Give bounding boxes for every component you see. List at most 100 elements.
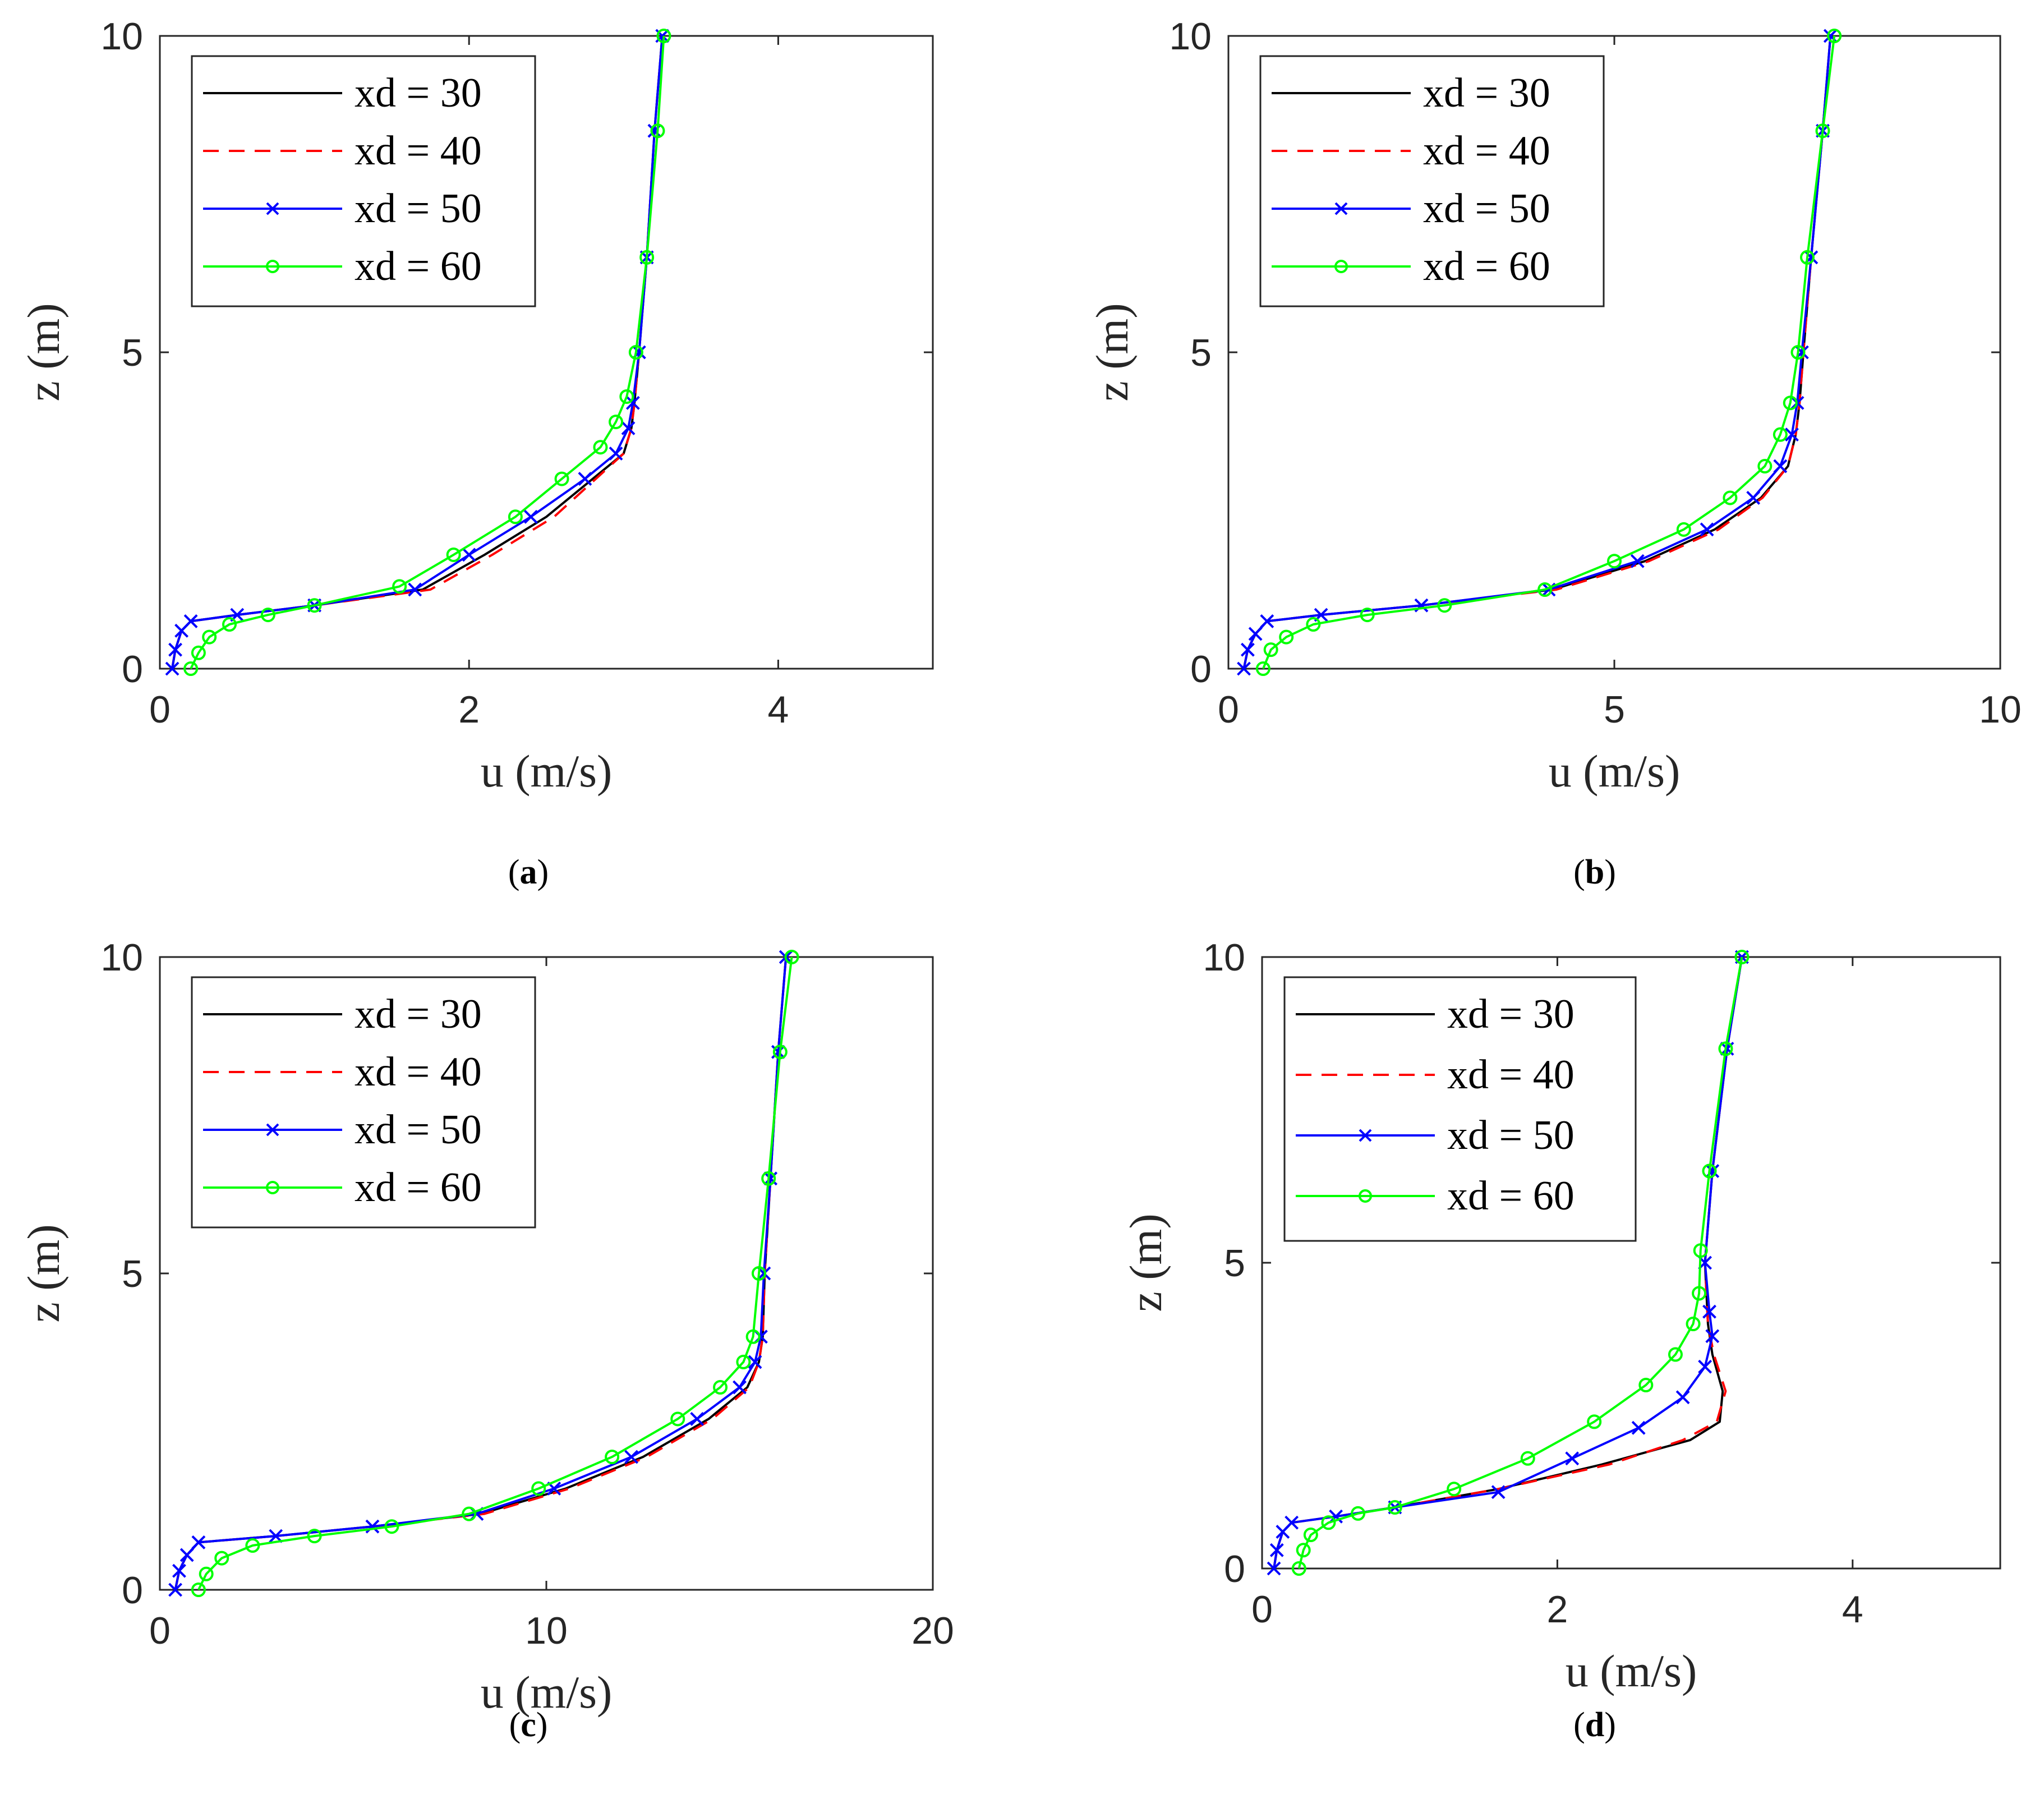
data-point-marker [593,440,608,455]
legend-marker-xd60 [266,260,279,273]
data-point-marker [1638,1378,1654,1392]
data-point-marker [772,1045,788,1060]
data-point-marker [214,1551,229,1566]
data-point-marker [1279,629,1294,645]
data-point-marker [365,1519,380,1534]
x-tick-label: 0 [149,688,171,731]
y-tick-label: 5 [122,1253,143,1295]
legend-label-xd40: xd = 40 [355,128,482,174]
series-line-xd60 [197,956,793,1590]
data-point-marker [1537,582,1553,597]
data-point-marker [1700,522,1714,537]
data-point-marker [578,472,592,486]
y-tick-label: 5 [1224,1242,1245,1285]
data-point-marker [624,1450,638,1464]
y-axis-label: z (m) [18,303,69,401]
data-point-marker [625,395,640,410]
panel-caption: (a) [508,853,549,891]
data-point-marker [554,471,569,486]
data-point-marker [751,1266,766,1281]
legend: xd = 30 xd = 40 xd = 50 xd = 60 [191,976,536,1229]
y-tick-label: 10 [1169,15,1212,58]
data-point-marker [784,950,799,964]
x-axis-label: u (m/s) [1566,1645,1697,1696]
data-point-marker [690,1412,705,1426]
data-point-marker [1702,1304,1716,1319]
data-point-marker [656,29,671,43]
series-xd60 [191,950,799,1597]
data-point-marker [392,579,407,594]
data-point-marker [1285,1515,1299,1530]
legend-label-xd50: xd = 50 [355,1107,482,1153]
y-tick-label: 10 [100,936,143,979]
y-axis-label: z (m) [1120,1213,1171,1312]
data-point-marker [1746,491,1761,505]
data-point-marker [1491,1485,1506,1499]
panel-caption: (b) [1573,853,1616,891]
data-point-marker [736,1354,751,1369]
data-point-marker [1668,1347,1683,1362]
data-point-marker [1321,1515,1336,1530]
data-point-marker [1306,617,1321,632]
data-point-marker [1240,642,1255,657]
data-point-marker [1757,459,1773,474]
y-tick-label: 0 [1190,648,1212,691]
legend-marker-xd50 [1334,202,1348,215]
data-point-marker [1360,608,1375,623]
data-point-marker [1437,598,1452,613]
data-point-marker [1630,554,1645,568]
data-point-marker [508,509,523,525]
data-point-marker [1790,345,1806,360]
data-point-marker [1723,490,1738,505]
data-point-marker [1587,1414,1602,1429]
data-point-marker [1676,522,1691,537]
panel-caption: (c) [509,1706,548,1744]
data-point-marker [1260,614,1274,628]
data-point-marker [763,1171,778,1186]
x-axis-label: u (m/s) [481,1667,613,1718]
legend-marker-xd50 [1359,1129,1372,1142]
panel-caption-letter: d [1585,1706,1604,1744]
x-axis-label: u (m/s) [481,746,613,797]
data-point-marker [446,547,461,562]
x-tick-label: 5 [1604,688,1625,731]
data-point-marker [619,389,634,404]
data-point-marker [1303,1528,1318,1543]
x-tick-label: 4 [767,688,789,731]
data-point-marker [1815,123,1830,139]
data-point-marker [1675,1390,1690,1405]
data-point-marker [1800,250,1815,265]
data-point-marker [245,1538,260,1553]
data-point-marker [1351,1506,1366,1521]
legend-box [1259,55,1605,307]
series-xd60 [1255,29,1842,676]
data-point-marker [179,1548,194,1562]
data-point-marker [1565,1451,1580,1466]
data-point-marker [1291,1561,1306,1576]
legend-label-xd50: xd = 50 [1447,1112,1575,1158]
y-tick-label: 5 [122,332,143,374]
data-point-marker [462,548,476,562]
data-point-marker [1734,950,1750,964]
data-point-marker [191,1535,206,1549]
x-tick-label: 0 [1251,1588,1273,1631]
legend-label-xd60: xd = 60 [355,243,482,289]
data-point-marker [307,1529,322,1544]
data-point-marker [650,123,665,139]
legend-marker-xd50 [266,1123,279,1137]
data-point-marker [183,614,198,628]
series-xd50 [1267,950,1749,1576]
panel-caption-letter: c [521,1706,536,1744]
legend-label-xd60: xd = 60 [355,1165,482,1211]
data-point-marker [1248,627,1263,641]
data-point-marker [670,1411,685,1427]
data-point-marker [1607,554,1622,569]
data-point-marker [1827,29,1842,43]
legend-marker-xd50 [266,202,279,215]
chart-panel-b: 0 5 10 0 5 10 u (m/s) z (m) xd = 30 xd = 40 xd = 5… [1087,15,2022,891]
data-point-marker [531,1481,546,1496]
data-point-marker [202,629,217,645]
data-point-marker [199,1566,214,1581]
